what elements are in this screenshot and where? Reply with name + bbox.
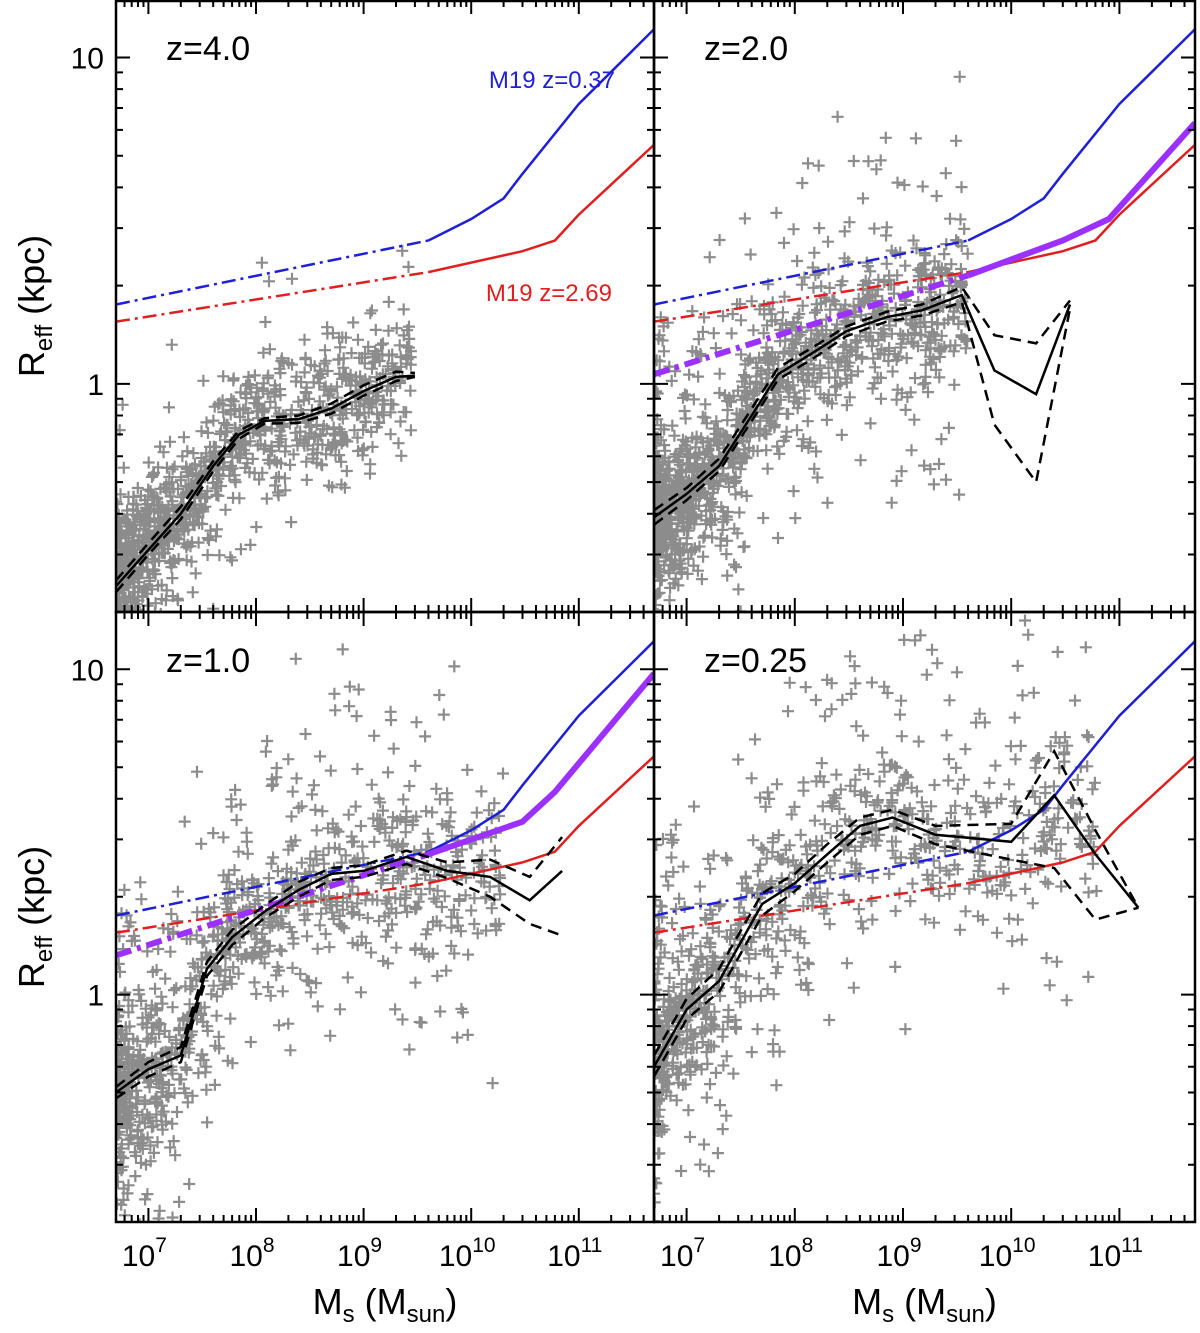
- median-lower-bound: [654, 824, 1139, 1078]
- tick-marks: [115, 0, 655, 613]
- relation-interpolated-line: [427, 671, 654, 858]
- panel-frame: [652, 610, 1197, 1224]
- relations-panel-0: [116, 28, 654, 594]
- relation-red-extrapolated: [654, 270, 969, 323]
- relation-blue-line: [427, 640, 654, 853]
- ticks-panel-2: [115, 612, 655, 1223]
- panel-label: z=2.0: [704, 30, 788, 68]
- scatter-points-panel-0: [116, 244, 417, 612]
- median-upper-bound: [116, 370, 415, 582]
- x-tick-label: 108: [229, 1234, 274, 1273]
- y-tick-label: 1: [87, 980, 104, 1013]
- median-line: [654, 793, 1140, 1068]
- relations-panel-3: [654, 640, 1195, 1078]
- relations-panel-1: [654, 28, 1195, 526]
- median-line: [654, 293, 1072, 519]
- tick-marks: [115, 612, 655, 1223]
- y-tick-label: 10: [71, 42, 104, 75]
- median-line: [116, 855, 563, 1094]
- y-axis-title: Reff (kpc): [11, 235, 58, 377]
- x-tick-label: 108: [768, 1234, 813, 1273]
- scatter-markers: [116, 244, 417, 612]
- median-line: [116, 374, 415, 588]
- relation-blue-extrapolated: [116, 239, 429, 306]
- relation-red-line: [428, 143, 654, 274]
- relation-red-line: [428, 755, 654, 885]
- scatter-points-layer: [116, 70, 1103, 1222]
- x-tick-label: 1011: [547, 1234, 602, 1273]
- ticks-panel-0: [115, 0, 655, 613]
- relation-red-extrapolated: [654, 881, 969, 934]
- y-tick-label: 1: [87, 369, 104, 402]
- relation-red-extrapolated: [116, 881, 429, 934]
- relation-interpolated-extrapolated: [116, 851, 430, 959]
- panel-label: z=1.0: [166, 642, 250, 680]
- scatter-markers: [116, 643, 509, 1222]
- relation-red-line: [967, 143, 1195, 274]
- x-tick-label: 1010: [439, 1234, 496, 1273]
- median-lower-bound: [116, 375, 416, 594]
- relation-interpolated-extrapolated: [654, 272, 970, 378]
- panel-label: z=4.0: [166, 30, 250, 68]
- median-upper-bound: [654, 285, 1071, 512]
- scatter-points-panel-1: [654, 70, 974, 612]
- scatter-markers: [654, 614, 1103, 1222]
- relation-blue-line: [427, 28, 654, 242]
- annotation-m19-low-z: M19 z=0.37: [489, 67, 615, 94]
- relation-blue-line: [967, 28, 1195, 242]
- x-axis-title: Ms (Msun): [313, 1281, 458, 1328]
- relations-panel-2: [116, 640, 654, 1100]
- panel-label: z=0.25: [704, 642, 807, 680]
- x-tick-label: 1010: [979, 1234, 1036, 1273]
- tick-marks: [653, 0, 1196, 613]
- scatter-points-panel-2: [116, 643, 509, 1222]
- x-tick-label: 107: [660, 1234, 705, 1273]
- relation-interpolated-line: [967, 120, 1195, 279]
- median-lower-bound: [654, 300, 1072, 526]
- x-tick-label: 109: [876, 1234, 921, 1273]
- text-layer: z=4.0 1 10 Reff (kpc) z=2.0 z=1.0 1 10 Reff (kpc…: [11, 30, 1143, 1328]
- x-axis-title: Ms (Msun): [852, 1281, 997, 1328]
- relation-lines-layer: [116, 28, 1195, 1100]
- panel-frames-layer: [114, 0, 1197, 1224]
- relation-red-extrapolated: [116, 270, 429, 323]
- y-axis-title: Reff (kpc): [11, 846, 58, 988]
- ticks-panel-1: [653, 0, 1196, 613]
- tick-marks: [653, 612, 1196, 1223]
- ticks-panel-3: [653, 612, 1196, 1223]
- x-tick-label: 107: [122, 1234, 167, 1273]
- x-tick-label: 109: [337, 1234, 382, 1273]
- y-tick-label: 10: [71, 654, 104, 687]
- scatter-markers: [654, 70, 974, 612]
- median-upper-bound: [116, 836, 564, 1088]
- annotation-m19-high-z: M19 z=2.69: [486, 280, 612, 307]
- scatter-points-panel-3: [654, 614, 1103, 1222]
- x-tick-label: 1011: [1088, 1234, 1143, 1273]
- median-upper-bound: [654, 748, 1140, 1057]
- relation-red-line: [967, 755, 1195, 885]
